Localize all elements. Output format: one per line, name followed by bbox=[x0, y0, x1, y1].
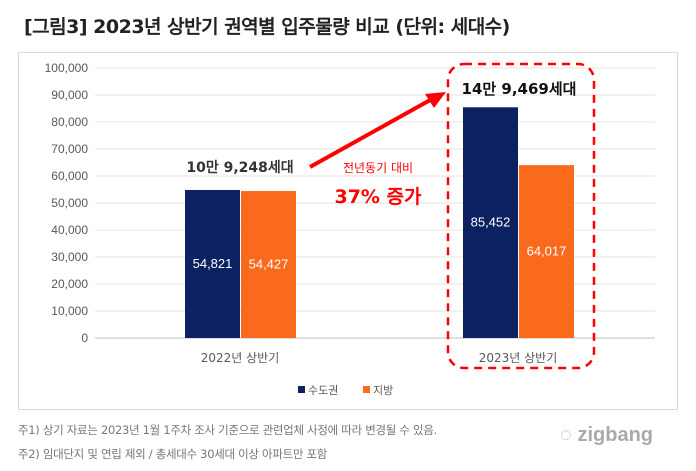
legend-swatch bbox=[363, 386, 370, 393]
chart-title: [그림3] 2023년 상반기 권역별 입주물량 비교 (단위: 세대수) bbox=[24, 16, 510, 38]
y-tick-label: 20,000 bbox=[51, 277, 88, 291]
bar-지방 bbox=[241, 191, 296, 338]
x-tick-label: 2022년 상반기 bbox=[201, 351, 280, 365]
legend-label: 수도권 bbox=[308, 384, 338, 397]
bar-지방 bbox=[519, 165, 574, 338]
footnote-2: 주2) 임대단지 및 연립 제외 / 총세대수 30세대 이상 아파트만 포함 bbox=[18, 447, 328, 461]
y-tick-label: 80,000 bbox=[51, 115, 88, 129]
yoy-value: 37% 증가 bbox=[334, 186, 422, 208]
y-tick-label: 100,000 bbox=[45, 61, 89, 75]
y-tick-label: 0 bbox=[81, 331, 88, 345]
data-label: 64,017 bbox=[527, 244, 567, 259]
total-2023-label: 14만 9,469세대 bbox=[462, 80, 577, 98]
yoy-label: 전년동기 대비 bbox=[343, 161, 413, 175]
y-tick-label: 10,000 bbox=[51, 304, 88, 318]
zigbang-logo: ◌ zigbang bbox=[560, 424, 653, 447]
data-label: 54,427 bbox=[249, 257, 289, 272]
legend-label: 지방 bbox=[373, 384, 393, 397]
y-tick-label: 40,000 bbox=[51, 223, 88, 237]
footnote-1: 주1) 상기 자료는 2023년 1월 1주차 조사 기준으로 관련업체 사정에… bbox=[18, 423, 437, 437]
arrow-head-icon bbox=[425, 92, 446, 108]
data-label: 54,821 bbox=[193, 256, 233, 271]
data-label: 85,452 bbox=[471, 215, 511, 230]
logo-icon: ◌ bbox=[560, 424, 572, 446]
y-tick-label: 70,000 bbox=[51, 142, 88, 156]
y-tick-label: 90,000 bbox=[51, 88, 88, 102]
highlight-box bbox=[446, 62, 596, 370]
x-tick-label: 2023년 상반기 bbox=[479, 351, 558, 365]
chart-frame bbox=[18, 52, 678, 410]
y-tick-label: 50,000 bbox=[51, 196, 88, 210]
logo-text: zigbang bbox=[577, 424, 653, 446]
total-2022-label: 10만 9,248세대 bbox=[186, 160, 293, 176]
growth-arrow bbox=[309, 97, 433, 169]
y-tick-label: 30,000 bbox=[51, 250, 88, 264]
bar-수도권 bbox=[463, 107, 518, 338]
legend-swatch bbox=[298, 386, 305, 393]
bar-수도권 bbox=[185, 189, 240, 338]
y-tick-label: 60,000 bbox=[51, 169, 88, 183]
